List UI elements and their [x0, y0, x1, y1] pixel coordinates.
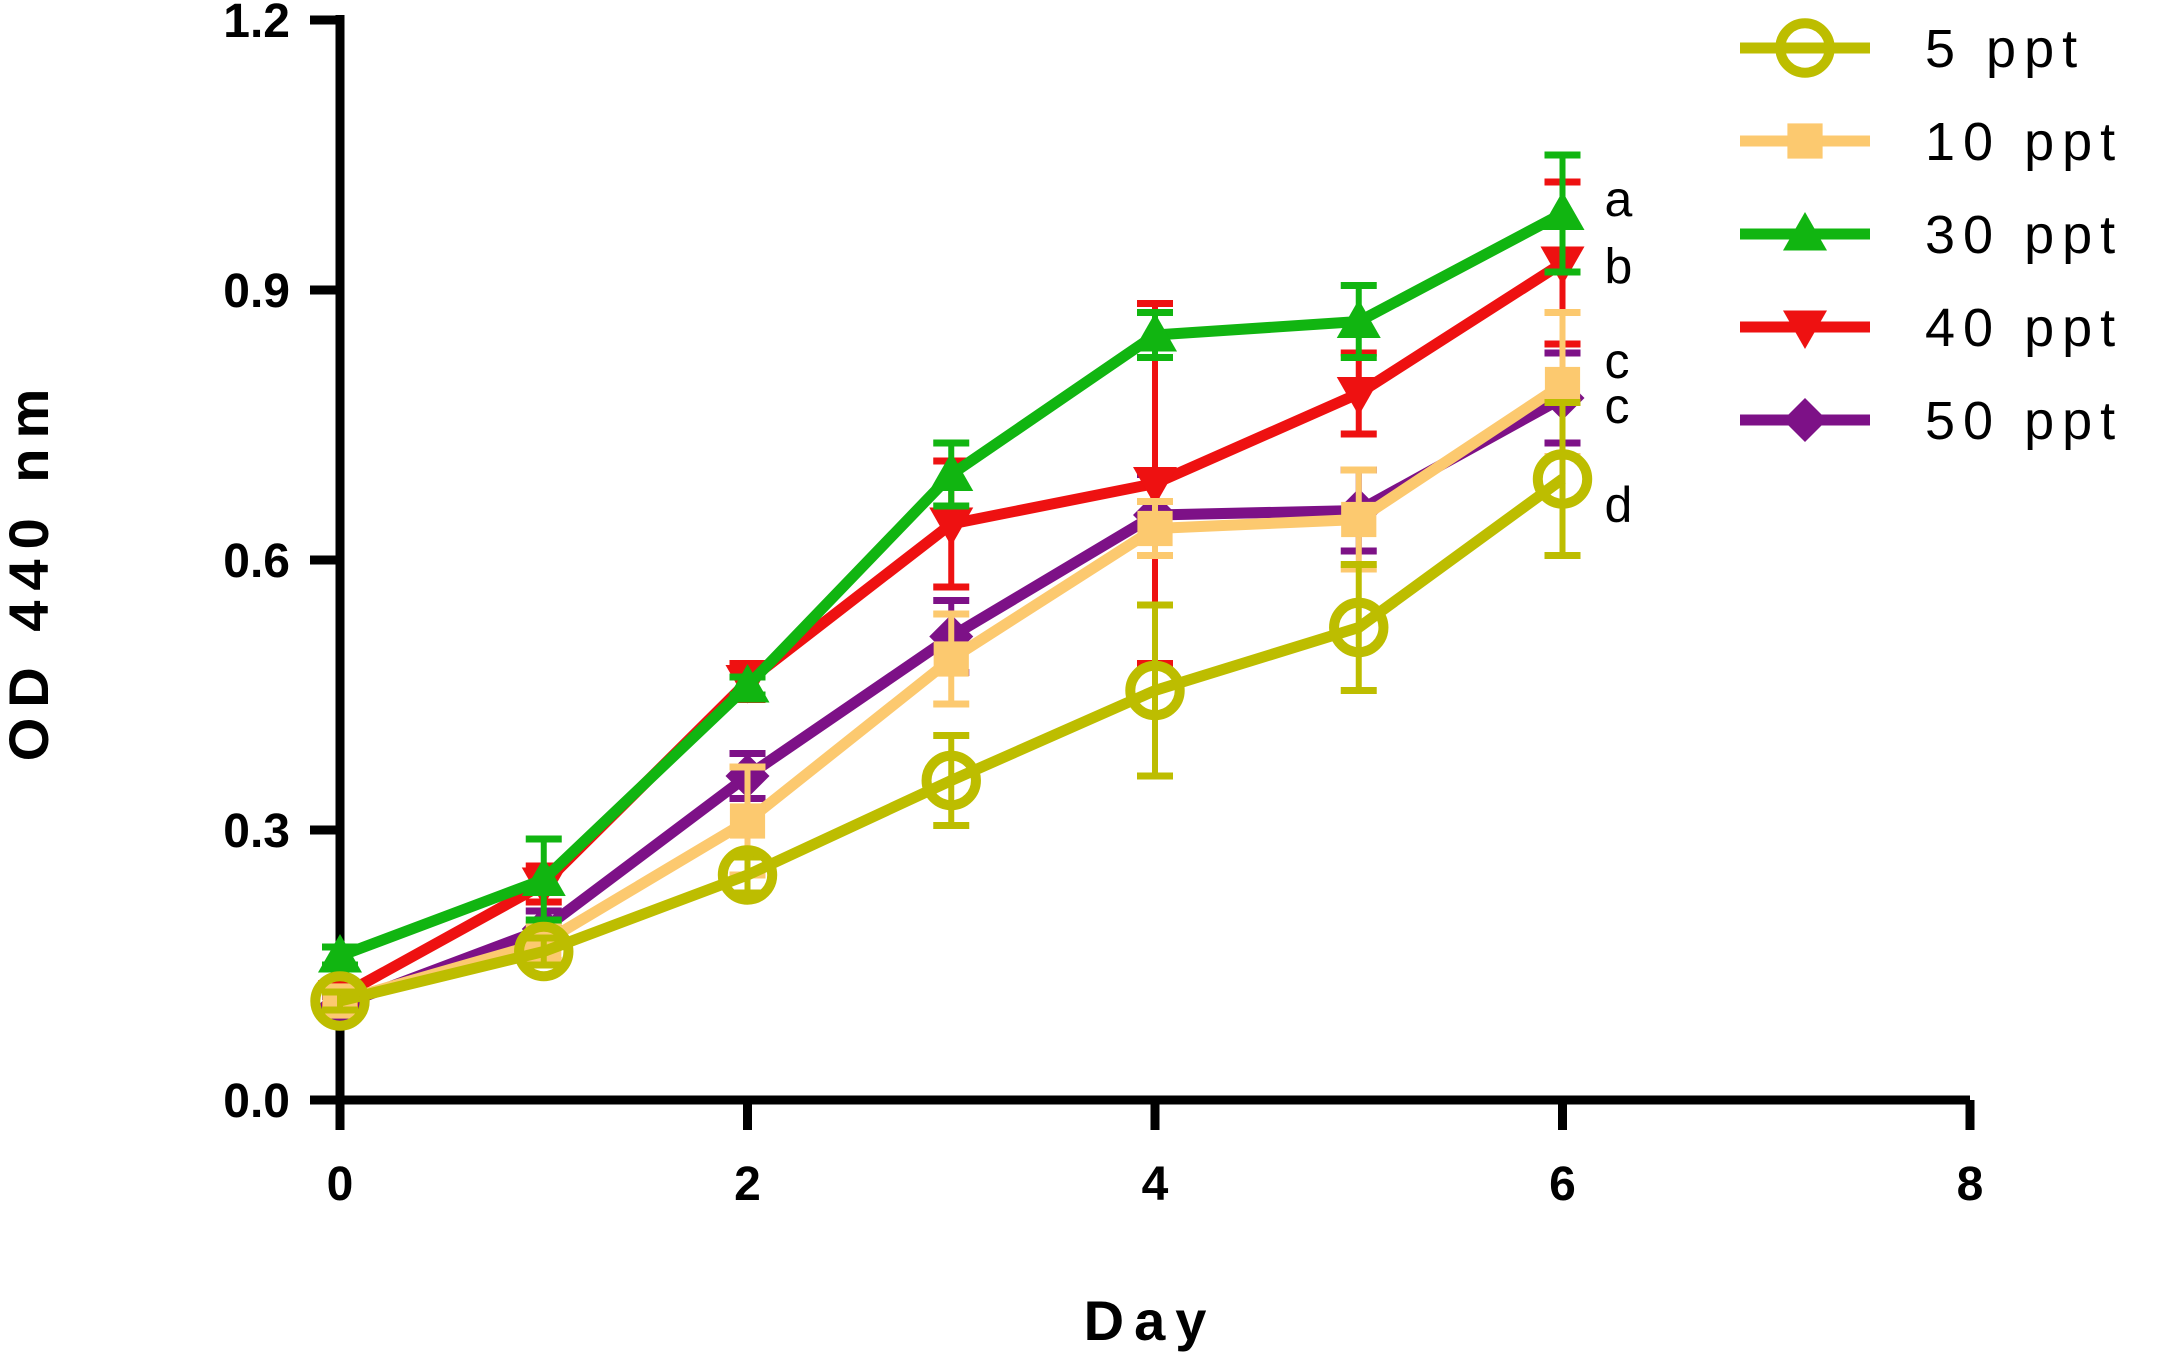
data-point-marker: [1532, 449, 1593, 509]
legend-label: 40 ppt: [1925, 298, 2123, 358]
significance-letter: d: [1605, 477, 1633, 533]
data-point-marker: [514, 921, 574, 982]
data-point-marker: [1544, 366, 1581, 403]
data-point-marker: [310, 971, 370, 1031]
data-point-marker: [1540, 191, 1585, 230]
data-point-marker: [929, 452, 974, 491]
legend-item: 50 ppt: [1740, 391, 2123, 451]
legend-item: 10 ppt: [1740, 112, 2123, 172]
data-point-marker: [1775, 18, 1835, 78]
data-point-marker: [929, 507, 974, 546]
data-point-marker: [1341, 501, 1377, 538]
significance-letter: c: [1605, 333, 1630, 389]
y-tick-label: 0.0: [223, 1075, 290, 1128]
data-point-marker: [1336, 299, 1381, 338]
x-tick-label: 0: [327, 1158, 354, 1211]
data-point-marker: [1336, 377, 1381, 416]
y-tick-label: 0.6: [223, 535, 290, 588]
legend-item: 40 ppt: [1740, 298, 2123, 358]
data-point-marker: [1125, 660, 1185, 721]
series-30-ppt: [318, 151, 1585, 973]
data-point-marker: [1133, 467, 1177, 506]
y-tick-label: 0.9: [223, 265, 290, 318]
significance-letter: c: [1605, 378, 1630, 434]
legend-item: 30 ppt: [1740, 205, 2123, 265]
data-point-marker: [729, 803, 766, 839]
significance-letter: a: [1605, 171, 1633, 227]
legend-label: 30 ppt: [1925, 205, 2123, 265]
data-point-marker: [1133, 313, 1177, 352]
legend: 5 ppt 10 ppt 30 ppt 40 ppt 50 ppt: [1740, 18, 2123, 451]
axes-group: 0 2 4 6 8 0.0 0.3 0.6 0.9 1.2: [223, 0, 1983, 1211]
y-tick-label: 1.2: [223, 0, 290, 48]
legend-label: 5 ppt: [1925, 19, 2085, 79]
legend-label: 10 ppt: [1925, 112, 2123, 172]
legend-item: 5 ppt: [1740, 18, 2085, 79]
data-point-marker: [1783, 310, 1827, 349]
data-point-marker: [921, 750, 981, 811]
data-point-marker: [933, 641, 969, 677]
data-point-marker: [521, 857, 566, 896]
series-group: [310, 151, 1593, 1031]
x-axis-title: Day: [1084, 1289, 1217, 1352]
y-tick-label: 0.3: [223, 805, 290, 858]
x-tick-label: 2: [734, 1158, 761, 1211]
legend-label: 50 ppt: [1925, 391, 2123, 451]
data-point-marker: [1329, 597, 1389, 658]
significance-letter: b: [1605, 239, 1633, 295]
data-point-marker: [717, 845, 778, 905]
series-5-ppt: [310, 399, 1593, 1031]
series-10-ppt: [322, 309, 1581, 1019]
data-point-marker: [1783, 212, 1827, 251]
series-line: [338, 474, 1566, 1007]
y-axis-title: OD 440 nm: [0, 379, 60, 762]
x-tick-label: 4: [1142, 1158, 1169, 1211]
data-point-marker: [1137, 510, 1173, 547]
x-tick-label: 6: [1549, 1158, 1576, 1211]
x-tick-label: 8: [1957, 1158, 1984, 1211]
data-point-marker: [725, 664, 770, 703]
data-point-marker: [1787, 123, 1823, 159]
data-point-marker: [318, 934, 362, 973]
data-point-marker: [1783, 398, 1827, 442]
